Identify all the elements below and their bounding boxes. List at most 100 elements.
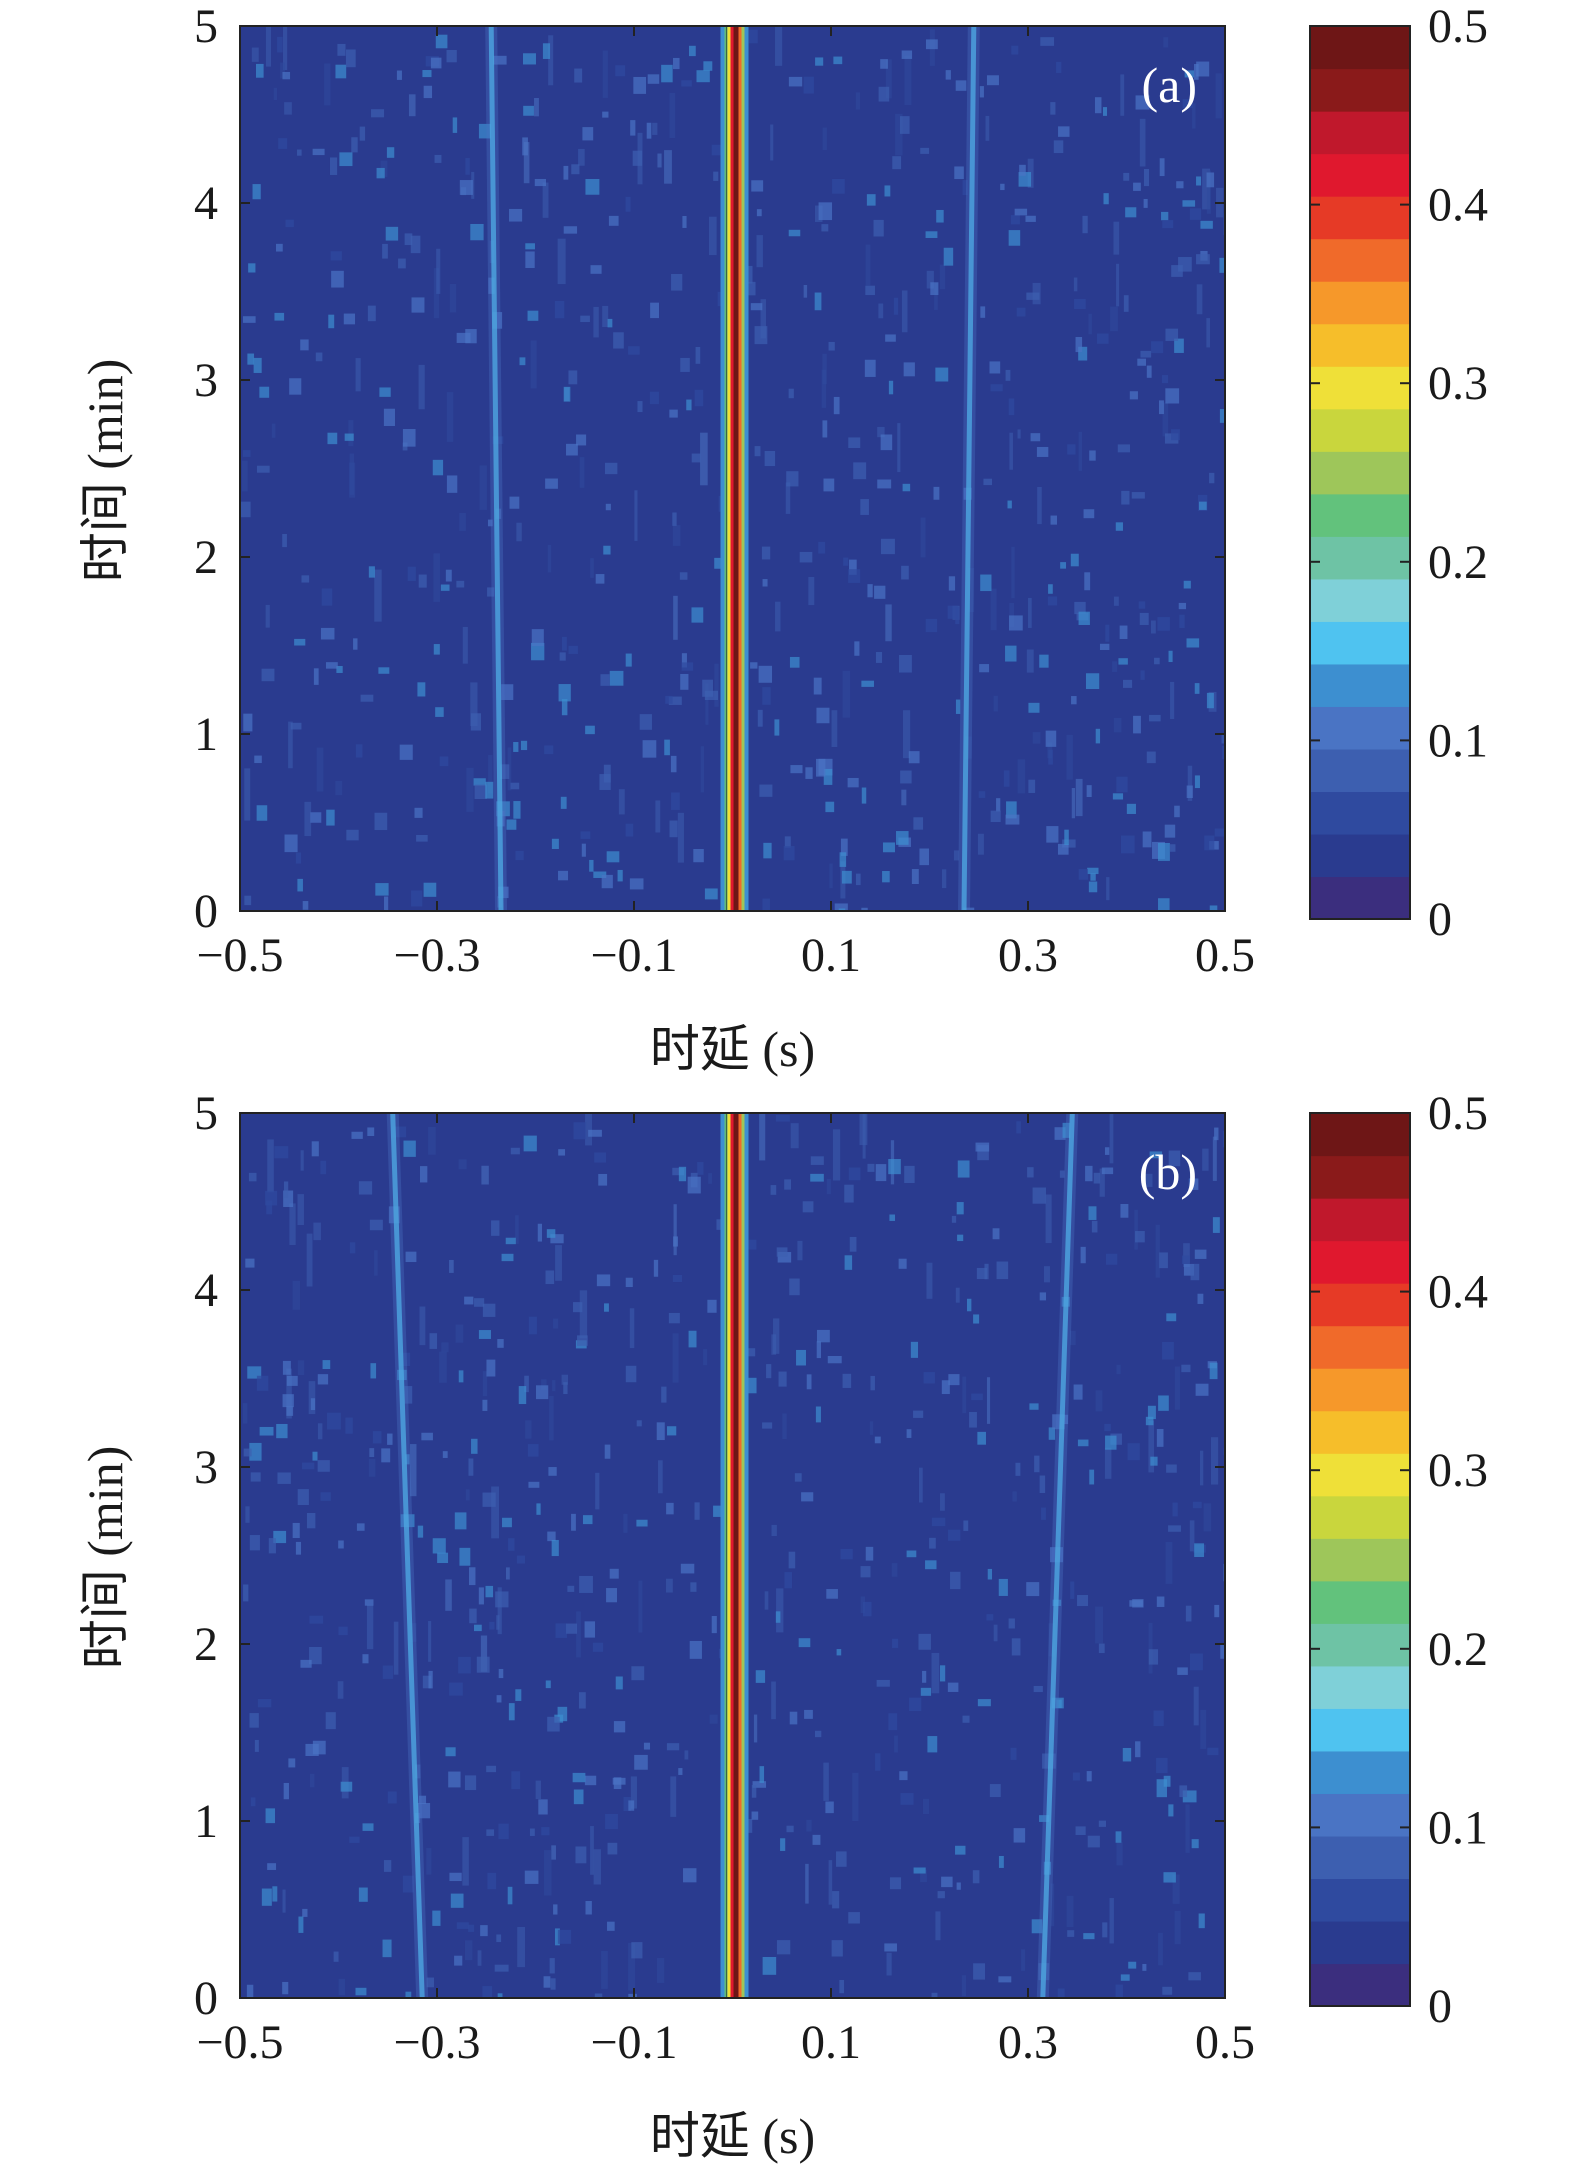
heatmap-cell: [1105, 1253, 1118, 1265]
heatmap-cell: [292, 1522, 300, 1539]
heatmap-cell: [667, 1426, 677, 1436]
heatmap-cell: [362, 1654, 369, 1664]
y-tick-label: 0: [194, 1972, 218, 2025]
heatmap-cell: [283, 1190, 294, 1207]
heatmap-cell: [448, 1771, 461, 1788]
chart-panel-a: −0.5 −0.3 −0.1 0.1 0.3 0.5 0 1 2 3 4 5 时延 (s) 时间 (min…: [77, 0, 1488, 1077]
heatmap-cell: [1078, 431, 1083, 471]
heatmap-cell: [465, 1489, 470, 1501]
heatmap-cell: [349, 462, 356, 498]
heatmap-cell: [639, 714, 652, 730]
heatmap-cell: [456, 1922, 469, 1929]
heatmap-cell: [759, 1113, 766, 1161]
heatmap-cell: [948, 1374, 960, 1386]
heatmap-cell: [1193, 1686, 1199, 1726]
heatmap-cell: [297, 1194, 304, 1226]
heatmap-cell: [1174, 805, 1180, 818]
heatmap-cell: [581, 843, 586, 857]
heatmap-cell: [355, 1987, 367, 1996]
heatmap-cell: [1120, 835, 1135, 854]
heatmap-cell: [925, 231, 938, 238]
heatmap-cell: [1043, 1266, 1050, 1283]
heatmap-cell: [582, 1515, 593, 1525]
heatmap-cell: [244, 768, 251, 821]
heatmap-cell: [1057, 843, 1069, 855]
heatmap-cell: [1189, 208, 1202, 220]
heatmap-cell: [311, 1141, 319, 1157]
heatmap-cell: [297, 149, 302, 156]
heatmap-cell: [1215, 73, 1222, 119]
heatmap-cell: [694, 1502, 700, 1520]
heatmap-cell: [1194, 1249, 1207, 1259]
heatmap-cell: [396, 70, 402, 80]
heatmap-cell: [1104, 1147, 1110, 1155]
heatmap-cell: [1178, 257, 1192, 272]
heatmap-cell: [374, 1250, 378, 1276]
heatmap-cell: [505, 1237, 516, 1245]
heatmap-cell: [625, 196, 631, 212]
heatmap-cell: [1067, 1930, 1075, 1937]
heatmap-cell: [421, 1432, 433, 1441]
heatmap-cell: [312, 1740, 326, 1755]
colorbar-segment: [1310, 1708, 1410, 1752]
heatmap-cell: [955, 1287, 960, 1303]
colorbar-segment: [1310, 1155, 1410, 1199]
heatmap-cell: [840, 838, 848, 856]
heatmap-cell: [606, 1588, 617, 1603]
heatmap-cell: [1025, 215, 1036, 222]
heatmap-cell: [1062, 839, 1076, 848]
heatmap-cell: [951, 1215, 957, 1223]
heatmap-cell: [534, 178, 546, 187]
heatmap-cell: [689, 1640, 702, 1659]
heatmap-cell: [1188, 1178, 1199, 1190]
heatmap-cell: [1214, 828, 1225, 837]
heatmap-cell: [555, 1623, 567, 1638]
heatmap-cell: [861, 680, 874, 687]
heatmap-cell: [1046, 826, 1059, 843]
heatmap-cell: [1032, 732, 1041, 744]
heatmap-cell: [1073, 277, 1078, 292]
heatmap-cell: [459, 1547, 471, 1566]
heatmap-cell: [1005, 369, 1011, 381]
heatmap-cell: [1109, 1113, 1114, 1164]
heatmap-cell: [828, 1860, 833, 1905]
heatmap-cell: [1154, 657, 1160, 665]
heatmap-cell: [751, 180, 764, 192]
colorbar-tick-label: 0.1: [1428, 714, 1488, 767]
heatmap-cell: [931, 1992, 938, 1998]
colorbar-tick-label: 0.4: [1428, 179, 1488, 232]
y-axis-title: 时间 (min): [77, 359, 133, 583]
heatmap-cell: [415, 1764, 421, 1779]
heatmap-cell: [656, 1957, 665, 1983]
heatmap-cell: [941, 1380, 950, 1395]
heatmap-cell: [903, 710, 911, 759]
heatmap-cell: [764, 451, 776, 467]
heatmap-cell: [1186, 785, 1193, 799]
ridge-main: [738, 26, 742, 911]
heatmap-cell: [446, 49, 457, 63]
heatmap-cell: [289, 1203, 296, 1245]
heatmap-cell: [814, 292, 822, 311]
heatmap-cell: [631, 1942, 643, 1959]
heatmap-cell: [469, 1608, 477, 1624]
heatmap-cell: [671, 274, 683, 291]
heatmap-cell: [808, 577, 815, 606]
heatmap-cell: [1087, 1835, 1100, 1848]
heatmap-cell: [788, 1551, 796, 1569]
heatmap-cell: [358, 1887, 368, 1902]
heatmap-cell: [990, 810, 1001, 823]
heatmap-cell: [430, 57, 442, 69]
heatmap-cell: [491, 1486, 499, 1539]
heatmap-cell: [1113, 221, 1120, 255]
heatmap-cell: [459, 512, 466, 531]
heatmap-cell: [1204, 835, 1215, 851]
heatmap-cell: [833, 56, 843, 65]
heatmap-cell: [1162, 1986, 1173, 1995]
heatmap-cell: [822, 353, 827, 385]
heatmap-cell: [605, 1813, 618, 1830]
heatmap-cell: [487, 1872, 497, 1890]
heatmap-cell: [1112, 661, 1118, 672]
colorbar-segment: [1310, 621, 1410, 665]
heatmap-cell: [585, 179, 600, 195]
heatmap-cell: [560, 796, 567, 809]
